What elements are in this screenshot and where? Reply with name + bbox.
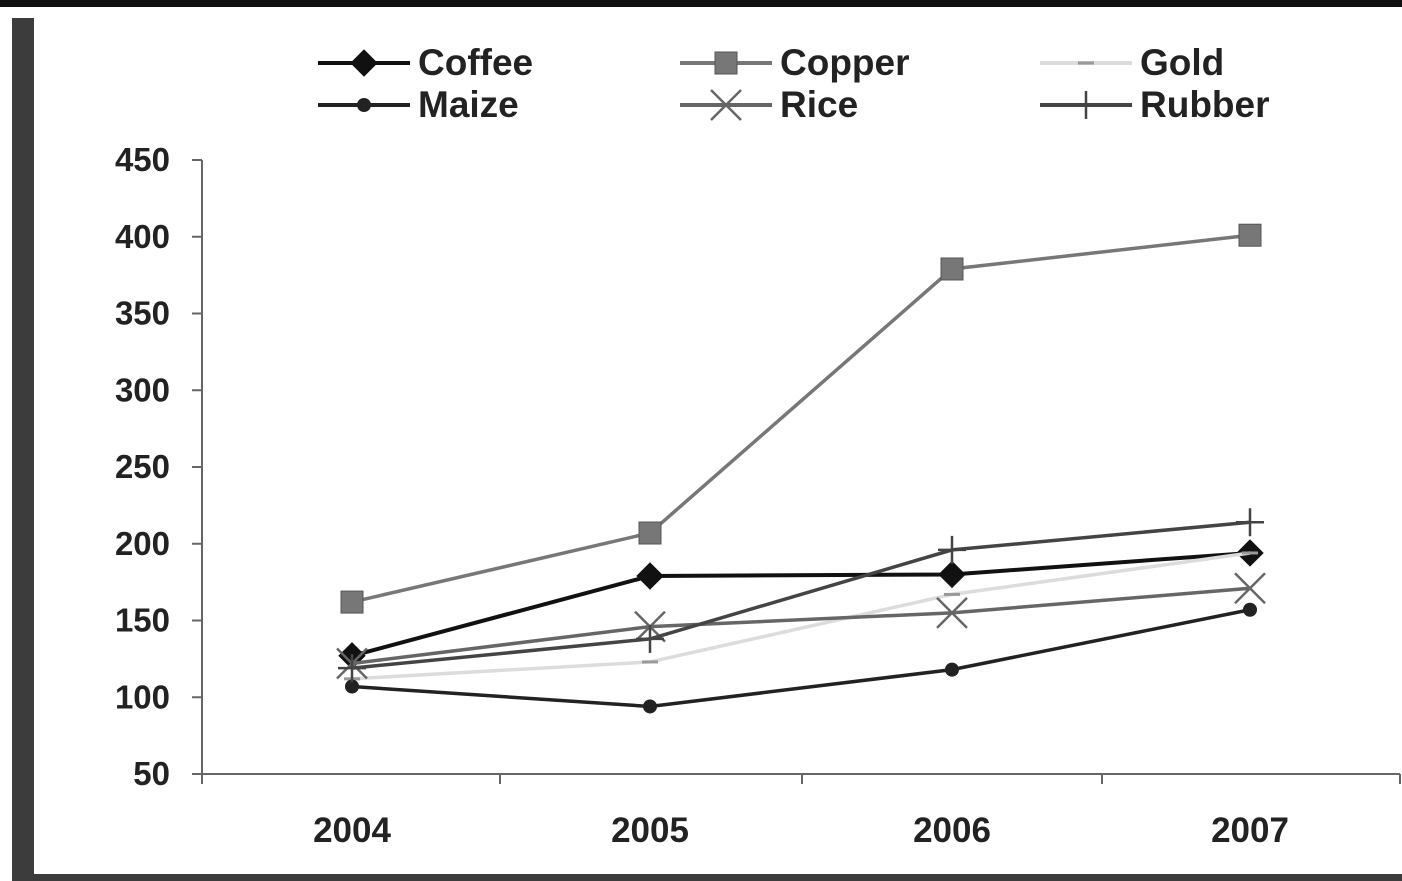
legend-label-gold: Gold [1140, 42, 1224, 83]
y-tick-label-250: 250 [115, 448, 170, 485]
x-tick-label-2004: 2004 [313, 811, 391, 850]
y-tick-label-50: 50 [133, 755, 170, 792]
legend-label-rice: Rice [780, 84, 858, 125]
y-axis-ticks: 50 100 150 200 250 300 350 400 450 [115, 141, 202, 792]
data-point-coffee-2005 [636, 562, 664, 590]
top-border [0, 0, 1402, 7]
legend-item-rice: Rice [680, 84, 858, 125]
data-point-rice-2006 [936, 596, 968, 629]
legend-item-copper: Copper [680, 42, 910, 83]
series-maize [345, 602, 1257, 714]
legend-marker-rice [710, 89, 742, 121]
legend-item-coffee: Coffee [318, 42, 533, 83]
series-rice [336, 572, 1266, 680]
data-point-rice-2007 [1234, 572, 1266, 605]
axes [201, 160, 1400, 775]
y-tick-label-350: 350 [115, 295, 170, 332]
data-point-maize-2006 [945, 662, 959, 677]
series-line-rice [351, 586, 1251, 666]
left-border [12, 18, 34, 881]
series-rubber [338, 508, 1264, 683]
data-point-maize-2004 [345, 679, 359, 694]
data-point-copper-2006 [940, 257, 964, 281]
x-tick-label-2007: 2007 [1211, 811, 1289, 850]
legend-marker-coffee [350, 49, 378, 77]
legend: Coffee Copper Gold Maize Rice Rubber [318, 42, 1270, 125]
series-line-rubber [351, 520, 1251, 670]
data-point-coffee-2006 [938, 560, 966, 589]
series-line-maize [351, 608, 1251, 709]
series-copper [340, 223, 1262, 614]
data-point-copper-2005 [638, 521, 662, 545]
y-tick-label-200: 200 [115, 525, 170, 562]
data-point-rubber-2004 [338, 654, 366, 683]
legend-item-maize: Maize [318, 84, 519, 125]
x-tick-label-2005: 2005 [611, 811, 689, 850]
data-point-rubber-2007 [1236, 508, 1264, 537]
legend-label-copper: Copper [780, 42, 910, 83]
bottom-border [12, 874, 1402, 881]
x-tick-label-2006: 2006 [913, 811, 991, 850]
legend-label-maize: Maize [418, 84, 519, 125]
legend-label-coffee: Coffee [418, 42, 533, 83]
y-tick-label-400: 400 [115, 218, 170, 255]
x-axis-ticks: 2004 2005 2006 2007 [201, 774, 1401, 850]
data-point-rubber-2006 [938, 535, 966, 564]
data-point-copper-2004 [340, 590, 364, 614]
legend-marker-copper [714, 51, 738, 75]
legend-label-rubber: Rubber [1140, 84, 1270, 125]
y-tick-label-150: 150 [115, 602, 170, 639]
data-point-copper-2007 [1238, 223, 1262, 247]
data-point-maize-2007 [1243, 602, 1257, 617]
series-gold [344, 551, 1258, 681]
y-tick-label-300: 300 [115, 371, 170, 408]
y-tick-label-450: 450 [115, 141, 170, 178]
data-point-rubber-2005 [636, 624, 664, 653]
legend-marker-maize [357, 98, 371, 112]
legend-item-rubber: Rubber [1040, 84, 1270, 125]
data-point-maize-2005 [643, 699, 657, 714]
series-line-coffee [351, 550, 1251, 658]
series-line-gold [351, 551, 1251, 681]
legend-marker-rubber [1072, 91, 1100, 119]
series-line-copper [351, 233, 1251, 604]
legend-item-gold: Gold [1040, 42, 1224, 83]
series-layer [336, 223, 1266, 714]
y-tick-label-100: 100 [115, 678, 170, 715]
